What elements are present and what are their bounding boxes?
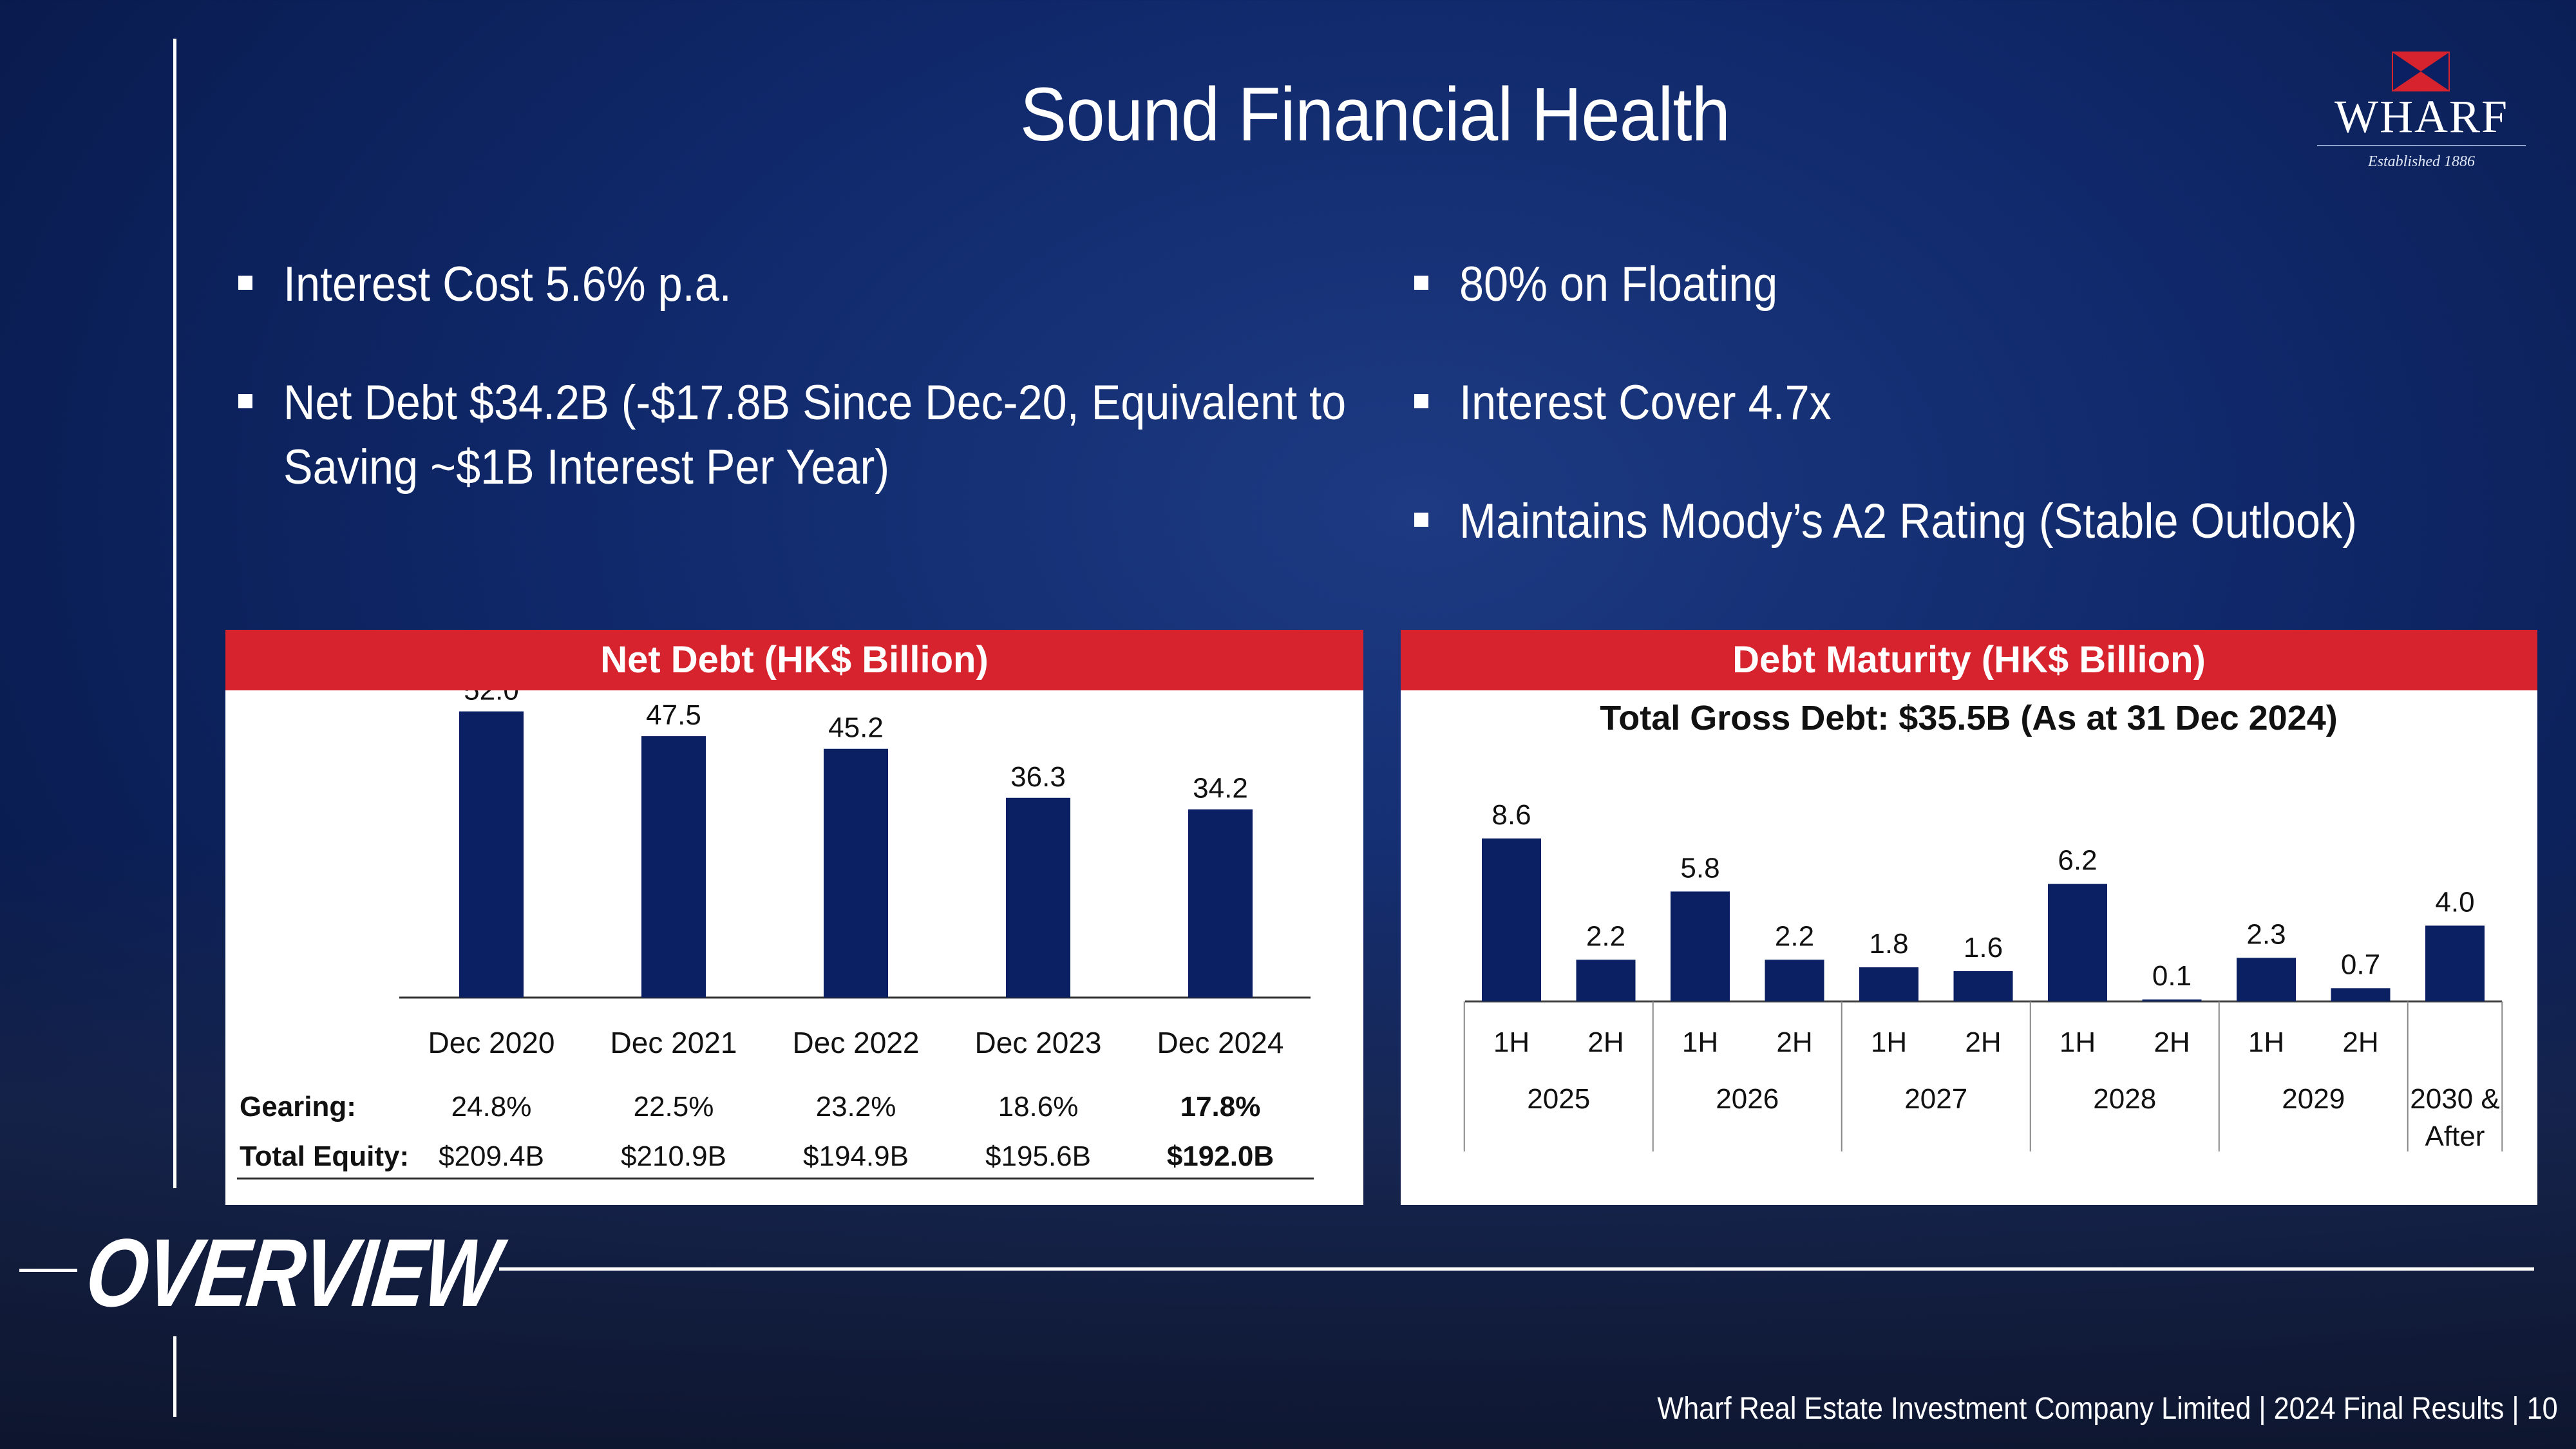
debt-maturity-chart-title: Debt Maturity (HK$ Billion): [1401, 630, 2537, 690]
debt-maturity-panel: Total Gross Debt: $35.5B (As at 31 Dec 2…: [1401, 630, 2537, 1205]
bar-maturity-9: [2331, 988, 2391, 1001]
bar-maturity-5: [1953, 971, 2013, 1001]
group-label: 2029: [2282, 1083, 2345, 1115]
debt-maturity-chart: Total Gross Debt: $35.5B (As at 31 Dec 2…: [1463, 699, 2503, 1152]
x-tick-label: 2H: [1965, 1027, 2001, 1058]
section-label-overview: OVERVIEW: [80, 1218, 504, 1327]
data-label: 1.6: [1964, 932, 2003, 963]
group-label: 2028: [2093, 1083, 2156, 1115]
x-tick-label: Dec 2023: [975, 1026, 1102, 1059]
table-cell: $210.9B: [621, 1141, 726, 1172]
bullet-square-icon: [1414, 276, 1428, 290]
chart-subtitle: Total Gross Debt: $35.5B (As at 31 Dec 2…: [1600, 699, 2337, 737]
x-tick-label: Dec 2022: [793, 1026, 920, 1059]
logo-tagline: Established 1886: [2368, 153, 2475, 170]
table-cell: 17.8%: [1180, 1091, 1261, 1122]
bar-net-debt-2: [824, 748, 888, 998]
bar-net-debt-3: [1006, 797, 1070, 998]
table-cell: 18.6%: [998, 1091, 1079, 1122]
bullet-square-icon: [1414, 513, 1428, 527]
x-tick-label: 2H: [2154, 1027, 2190, 1058]
bar-maturity-3: [1765, 960, 1824, 1001]
left-vertical-rule-lower: [173, 1336, 176, 1417]
bar-maturity-4: [1859, 967, 1918, 1001]
table-row-label: Total Equity:: [240, 1141, 409, 1172]
data-label: 8.6: [1492, 799, 1531, 831]
left-vertical-rule: [173, 39, 176, 1188]
x-tick-label: 2H: [2342, 1027, 2378, 1058]
data-label: 0.1: [2152, 960, 2192, 992]
table-cell: $195.6B: [985, 1141, 1091, 1172]
x-tick-label: 1H: [2248, 1027, 2284, 1058]
wharf-bow-icon: [2392, 52, 2450, 91]
data-label: 5.8: [1680, 852, 1719, 884]
data-label: 45.2: [828, 712, 884, 744]
x-tick-label: 2H: [1587, 1027, 1624, 1058]
group-label: 2027: [1904, 1083, 1967, 1115]
overview-rule-right: [499, 1267, 2534, 1271]
bar-maturity-7: [2142, 999, 2202, 1001]
bar-net-debt-4: [1188, 809, 1253, 998]
bar-maturity-10: [2425, 925, 2485, 1001]
bar-net-debt-1: [641, 736, 706, 998]
x-tick-label: 1H: [2060, 1027, 2096, 1058]
group-label: 2026: [1716, 1083, 1779, 1115]
group-label: 2030 &: [2410, 1083, 2499, 1115]
bullet-interest-cost: Interest Cost 5.6% p.a.: [238, 252, 781, 317]
bullet-square-icon: [238, 276, 252, 290]
table-cell: 22.5%: [634, 1091, 714, 1122]
bullet-interest-cover: Interest Cover 4.7x: [1414, 371, 1873, 435]
data-label: 0.7: [2341, 949, 2380, 980]
group-label: After: [2425, 1121, 2485, 1152]
net-debt-chart-title: Net Debt (HK$ Billion): [225, 630, 1363, 690]
data-label: 2.2: [1775, 920, 1814, 952]
bullet-moodys-rating: Maintains Moody’s A2 Rating (Stable Outl…: [1414, 489, 2457, 554]
data-label: 1.8: [1869, 928, 1908, 960]
table-cell: $209.4B: [439, 1141, 544, 1172]
data-label: 4.0: [2435, 886, 2474, 918]
bar-net-debt-0: [459, 711, 524, 998]
x-tick-label: 1H: [1871, 1027, 1907, 1058]
logo-divider: [2317, 145, 2526, 146]
table-row-label: Gearing:: [240, 1091, 356, 1122]
bar-maturity-2: [1671, 891, 1730, 1001]
logo-wordmark: WHARF: [2334, 91, 2508, 142]
data-label: 2.2: [1586, 920, 1625, 952]
table-cell: $194.9B: [803, 1141, 909, 1172]
bar-maturity-1: [1576, 960, 1636, 1001]
bar-maturity-0: [1482, 838, 1541, 1001]
bullet-square-icon: [238, 394, 252, 408]
group-label: 2025: [1527, 1083, 1590, 1115]
bullet-net-debt: Net Debt $34.2B (-$17.8B Since Dec-20, E…: [238, 371, 1464, 435]
data-label: 36.3: [1010, 761, 1066, 793]
overview-rule-left: [19, 1269, 77, 1272]
data-label: 34.2: [1193, 773, 1248, 804]
x-tick-label: Dec 2021: [611, 1026, 737, 1059]
x-tick-label: 2H: [1776, 1027, 1812, 1058]
bar-maturity-6: [2048, 884, 2107, 1001]
x-tick-label: Dec 2024: [1157, 1026, 1284, 1059]
bar-maturity-8: [2237, 958, 2296, 1001]
data-label: 2.3: [2246, 918, 2286, 950]
slide-title: Sound Financial Health: [1019, 72, 1730, 157]
net-debt-panel: 52.0 Dec 2020 47.5 Dec 2021 45.2 Dec 2022 36.3…: [225, 630, 1363, 1205]
table-cell: $192.0B: [1167, 1141, 1274, 1172]
x-tick-label: Dec 2020: [428, 1026, 555, 1059]
data-label: 6.2: [2058, 845, 2097, 876]
table-cell: 24.8%: [451, 1091, 532, 1122]
data-label: 47.5: [646, 699, 701, 731]
x-tick-label: 1H: [1682, 1027, 1718, 1058]
wharf-logo: WHARF Established 1886: [2317, 52, 2526, 174]
bullet-square-icon: [1414, 394, 1428, 408]
bullet-net-debt-continued: Saving ~$1B Interest Per Year): [283, 440, 890, 495]
x-tick-label: 1H: [1493, 1027, 1530, 1058]
footer-text: Wharf Real Estate Investment Company Lim…: [1657, 1392, 2558, 1426]
bullet-floating: 80% on Floating: [1414, 252, 1813, 317]
table-cell: 23.2%: [816, 1091, 896, 1122]
